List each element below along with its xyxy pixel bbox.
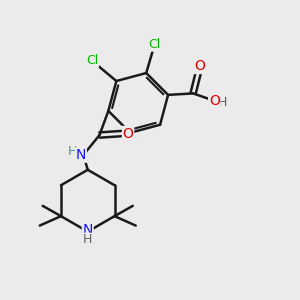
Text: O: O [194, 59, 205, 73]
Text: H: H [68, 145, 77, 158]
Text: Cl: Cl [86, 54, 98, 67]
Text: N: N [76, 148, 86, 162]
Text: H: H [218, 96, 227, 109]
Text: O: O [123, 127, 134, 141]
Text: O: O [209, 94, 220, 108]
Text: H: H [83, 233, 92, 246]
Text: N: N [82, 223, 93, 237]
Text: Cl: Cl [148, 38, 160, 51]
